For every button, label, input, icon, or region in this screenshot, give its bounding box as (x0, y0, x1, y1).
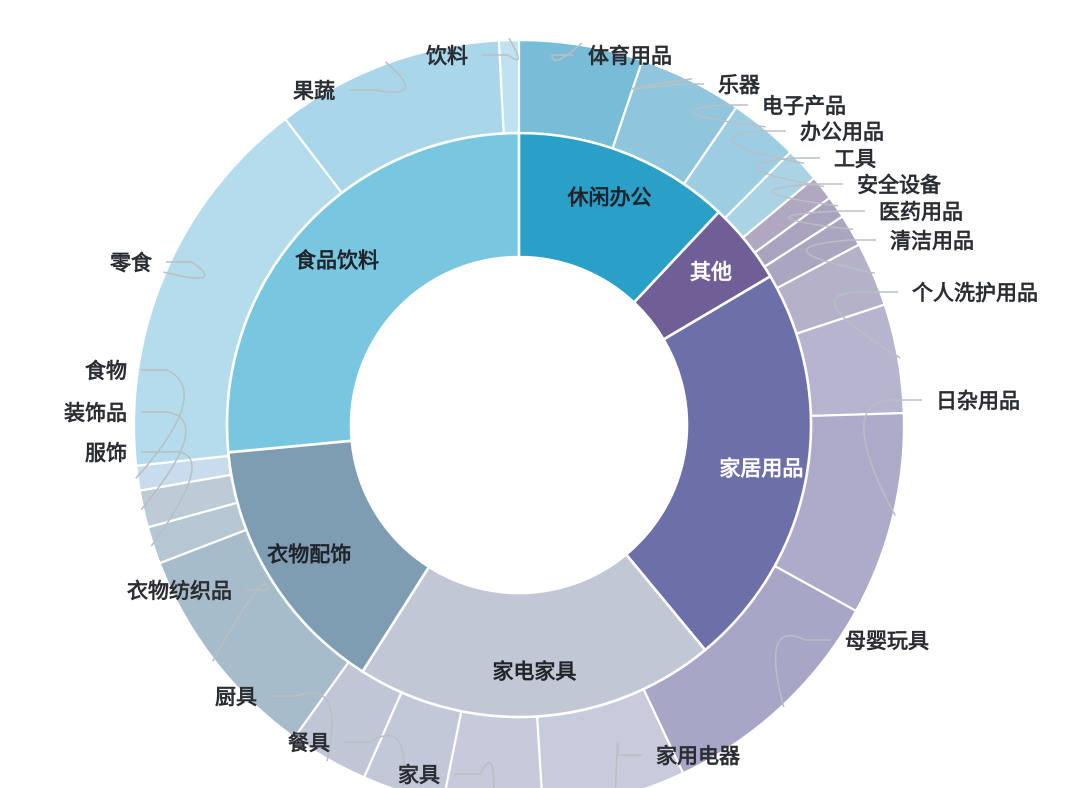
inner-label-5: 衣物配饰 (267, 543, 351, 567)
leader-line-清洁用品 (805, 239, 876, 275)
outer-label-日杂用品: 日杂用品 (936, 389, 1020, 413)
inner-label-4: 家电家具 (492, 660, 576, 684)
outer-label-家用电器: 家用电器 (656, 744, 741, 768)
leader-line-家具 (454, 762, 495, 788)
leader-line-厨具 (271, 692, 333, 762)
leader-line-乐器 (630, 78, 704, 90)
inner-segment-0[interactable] (225, 131, 521, 454)
inner-segment-4[interactable] (360, 552, 707, 719)
leader-line-饮料 (482, 37, 519, 61)
inner-label-0: 食品饮料 (295, 248, 379, 272)
outer-label-母婴玩具: 母婴玩具 (845, 630, 929, 653)
leader-line-安全设备 (771, 183, 843, 207)
leader-line-家用电器 (614, 741, 642, 788)
leader-line-餐具 (344, 734, 405, 788)
outer-label-餐具: 餐具 (288, 731, 330, 755)
outer-label-办公用品: 办公用品 (800, 121, 884, 144)
outer-label-服饰: 服饰 (85, 441, 127, 465)
outer-label-饮料: 饮料 (425, 44, 468, 68)
leader-line-零食 (163, 261, 206, 279)
outer-label-家具: 家具 (398, 763, 440, 787)
outer-label-乐器: 乐器 (718, 74, 761, 97)
inner-label-3: 家居用品 (719, 456, 803, 480)
leader-line-装饰品 (140, 411, 187, 510)
inner-segment-5[interactable] (226, 439, 431, 674)
leader-line-工具 (755, 157, 824, 188)
outer-label-安全设备: 安全设备 (857, 173, 942, 197)
outer-labels-group: 果蔬 饮料 体育用品乐器电子产品办公用品工具安全设备医药用品清洁用品个人洗护用品日杂… (64, 44, 1038, 787)
leader-line-办公用品 (730, 130, 805, 165)
outer-label-果蔬: 果蔬 (293, 80, 335, 103)
inner-label-2: 其他 (690, 260, 732, 284)
inner-segment-3[interactable] (624, 274, 813, 652)
leader-line-体育用品 (551, 42, 583, 62)
outer-label-电子产品: 电子产品 (762, 94, 846, 118)
outer-label-厨具: 厨具 (215, 686, 257, 709)
leader-line-母婴玩具 (774, 634, 831, 708)
leader-line-食物 (135, 369, 185, 479)
leader-line-衣物纺织品 (211, 583, 269, 662)
outer-label-衣物纺织品: 衣物纺织品 (127, 579, 232, 603)
leader-line-电子产品 (691, 104, 766, 128)
leader-line-服饰 (141, 450, 193, 547)
outer-label-个人洗护用品: 个人洗护用品 (912, 281, 1038, 305)
outer-ring-group (132, 38, 906, 788)
outer-label-食物: 食物 (85, 359, 127, 383)
leader-line-日杂用品 (863, 399, 922, 517)
leader-line-果蔬 (349, 61, 406, 93)
leader-line-个人洗护用品 (833, 291, 901, 359)
inner-label-1: 休闲办公 (567, 186, 652, 209)
outer-label-医药用品: 医药用品 (879, 200, 963, 224)
leader-lines-group (135, 37, 922, 788)
outer-label-清洁用品: 清洁用品 (890, 229, 974, 253)
outer-label-体育用品: 体育用品 (588, 44, 672, 68)
inner-ring-group (225, 131, 813, 719)
outer-label-工具: 工具 (834, 148, 876, 171)
outer-label-装饰品: 装饰品 (64, 401, 127, 425)
outer-label-零食: 零食 (109, 251, 153, 275)
leader-line-医药用品 (788, 210, 865, 231)
